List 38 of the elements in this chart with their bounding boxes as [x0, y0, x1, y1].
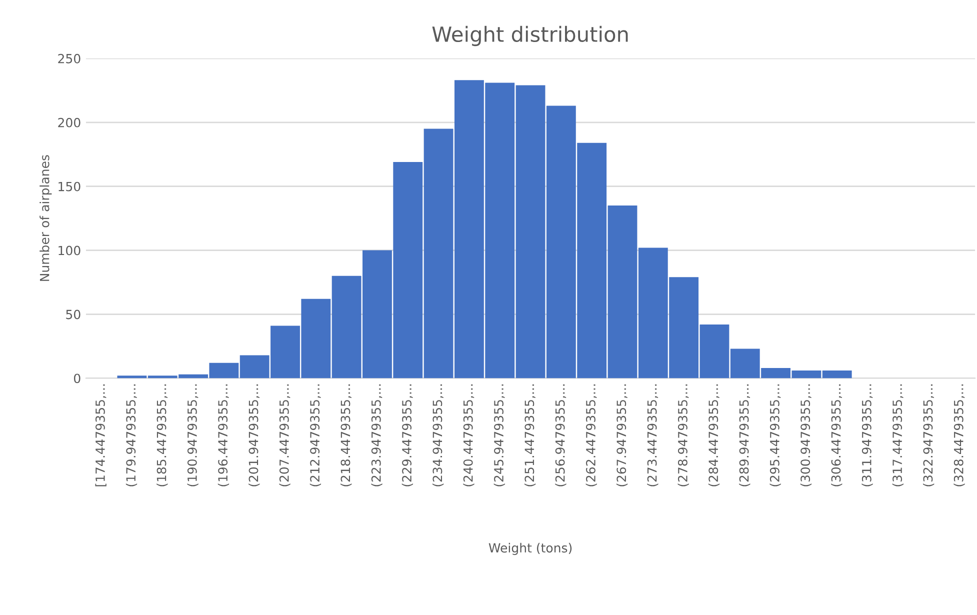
- x-tick-label: (317.4479355,...: [892, 384, 904, 486]
- x-tick-label: (229.4479355,...: [402, 384, 413, 486]
- chart-title: Weight distribution: [432, 26, 628, 46]
- x-tick-label: (289.9479355,...: [739, 384, 750, 486]
- x-tick-label: (300.9479355,...: [800, 384, 812, 486]
- y-tick-label: 250: [58, 54, 80, 64]
- y-tick-label: 0: [74, 374, 80, 384]
- x-tick-label: (267.9479355,...: [616, 384, 628, 486]
- y-tick-label: 50: [66, 310, 80, 320]
- x-tick-label: (256.9479355,...: [555, 384, 566, 486]
- x-tick-label: (212.9479355,...: [310, 384, 322, 486]
- x-tick-label: (306.4479355,...: [831, 384, 842, 486]
- y-axis-title: Number of airplanes: [40, 155, 52, 281]
- x-tick-label: (201.9479355,...: [248, 384, 260, 486]
- x-tick-label: (234.9479355,...: [432, 384, 444, 486]
- x-tick-label: [174.4479355,...: [95, 384, 106, 486]
- x-axis-title: Weight (tons): [488, 542, 572, 556]
- x-tick-label: (196.4479355,...: [218, 384, 230, 486]
- x-tick-label: (328.4479355,...: [954, 384, 965, 486]
- y-tick-label: 100: [58, 246, 80, 256]
- x-tick-label: (245.9479355,...: [494, 384, 505, 486]
- x-tick-label: (322.9479355,...: [923, 384, 934, 486]
- x-tick-label: (273.4479355,...: [647, 384, 658, 486]
- x-tick-label: (207.4479355,...: [279, 384, 290, 486]
- x-tick-label: (284.4479355,...: [708, 384, 720, 486]
- x-tick-label: (251.4479355,...: [524, 384, 536, 486]
- x-tick-label: (240.4479355,...: [463, 384, 474, 486]
- x-tick-label: (311.9479355,...: [862, 384, 873, 486]
- x-tick-label: (218.4479355,...: [340, 384, 352, 486]
- x-tick-label: (295.4479355,...: [770, 384, 781, 486]
- x-tick-label: (179.9479355,...: [126, 384, 138, 486]
- x-tick-label: (190.9479355,...: [187, 384, 198, 486]
- y-tick-label: 150: [58, 182, 80, 192]
- x-tick-label: (278.9479355,...: [678, 384, 689, 486]
- y-tick-label: 200: [58, 118, 80, 128]
- x-tick-label: (223.9479355,...: [371, 384, 382, 486]
- x-tick-label: (262.4479355,...: [586, 384, 597, 486]
- x-tick-label: (185.4479355,...: [156, 384, 168, 486]
